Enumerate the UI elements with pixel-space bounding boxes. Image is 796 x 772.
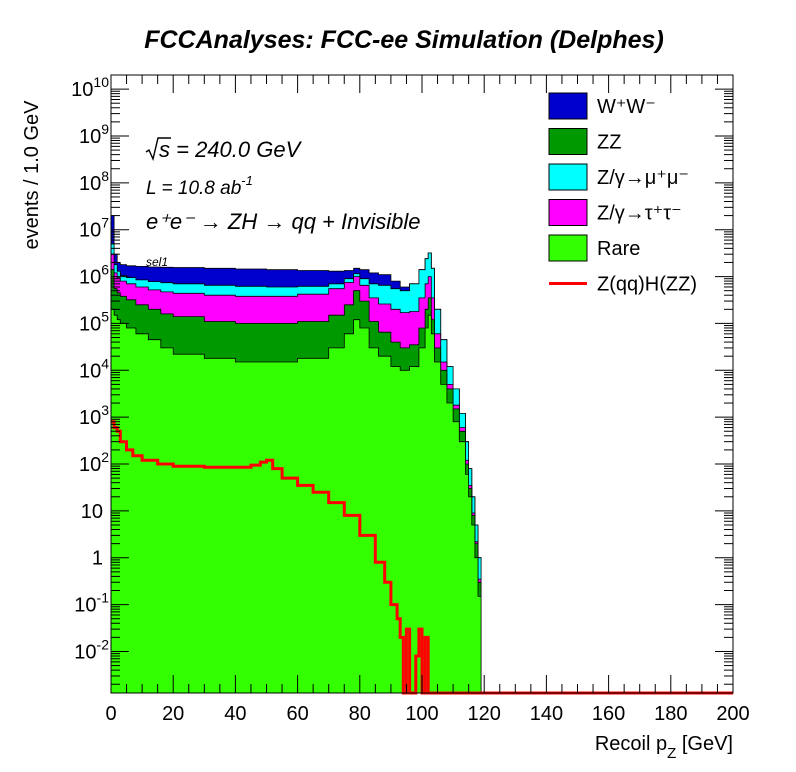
x-tick-label: 20 [162,703,184,725]
y-tick-exponent: 5 [101,308,109,324]
y-tick-label: 106 [79,262,109,289]
y-tick-label: 107 [79,215,109,242]
legend-swatch [548,128,588,155]
process-annotation: e⁺e⁻ → ZH → qq + Invisible [146,209,421,234]
legend-label: Rare [597,238,640,260]
x-axis-label: Recoil pZ [GeV] [595,733,733,762]
y-tick-base: 10 [79,360,101,382]
y-tick-base: 10 [79,407,101,429]
legend: W⁺W⁻ ZZ Z/γ→μ⁺μ⁻ Z/γ→τ⁺τ⁻ Rare Z(qq)H(ZZ) [548,92,697,296]
y-tick-label: 102 [79,449,109,476]
legend-label: W⁺W⁻ [597,96,656,118]
x-tick-label: 80 [349,703,371,725]
x-tick-label: 40 [224,703,246,725]
y-tick-base: 10 [79,267,101,289]
lumi-annotation: L = 10.8 ab-1 [146,173,253,199]
y-tick-label: 10 [81,501,103,523]
y-tick-label: 105 [79,308,109,335]
x-tick-label: 100 [405,703,438,725]
x-axis-label-sub: Z [667,745,676,762]
legend-label: Z(qq)H(ZZ) [597,274,697,296]
y-tick-exponent: 7 [101,215,109,231]
sqrt-symbol [145,137,171,162]
y-tick-exponent: 3 [101,402,109,418]
y-tick-label: 108 [79,168,109,195]
y-tick-label: 103 [79,402,109,429]
y-tick-base: 10 [79,126,101,148]
y-tick-exponent: 9 [101,121,109,137]
x-tick-label: 140 [530,703,563,725]
y-tick-label: 10-2 [74,636,109,663]
y-tick-exponent: -2 [97,636,110,652]
selection-annotation: sel1 [146,255,168,269]
x-tick-label: 160 [592,703,625,725]
legend-swatch [548,199,588,226]
legend-swatch [548,234,588,262]
x-axis-label-main: Recoil p [595,733,667,755]
y-tick-base: 10 [71,79,93,101]
y-tick-label: 104 [79,355,109,382]
y-tick-label: 10-1 [74,590,109,617]
legend-label: Z/γ→τ⁺τ⁻ [597,203,682,225]
x-axis-ticks: 0 20 40 60 80 100 120 140 160 180 200 [105,75,750,725]
chart-title: FCCAnalyses: FCC-ee Simulation (Delphes) [144,26,664,54]
legend-swatch [548,163,588,191]
stack-rare-area [110,308,482,694]
y-tick-base: 10 [79,454,101,476]
x-tick-label: 200 [716,703,749,725]
x-tick-label: 0 [105,703,116,725]
legend-swatch [548,92,588,120]
y-tick-exponent: 4 [101,355,109,371]
y-tick-exponent: 10 [93,74,109,90]
stacked-histograms [110,215,482,694]
y-tick-exponent: 2 [101,449,109,465]
y-tick-base: 10 [74,641,96,663]
y-tick-label: 1 [92,548,103,570]
y-axis-label: events / 1.0 GeV [21,100,43,250]
y-tick-exponent: -1 [97,590,110,606]
y-tick-exponent: 8 [101,168,109,184]
y-tick-exponent: 6 [101,262,109,278]
y-tick-base: 10 [74,595,96,617]
x-tick-label: 120 [468,703,501,725]
legend-label: Z/γ→μ⁺μ⁻ [597,167,689,189]
y-tick-base: 10 [79,220,101,242]
y-tick-base: 10 [79,313,101,335]
y-tick-label: 1010 [71,74,109,101]
x-tick-label: 180 [654,703,687,725]
x-axis-label-unit: [GeV] [676,733,733,755]
y-tick-base: 10 [79,173,101,195]
y-tick-label: 109 [79,121,109,148]
x-tick-label: 60 [286,703,308,725]
lumi-main: L = 10.8 ab [146,178,241,199]
sqrts-annotation: s = 240.0 GeV [159,137,303,162]
lumi-exp: -1 [241,173,253,188]
legend-label: ZZ [597,132,621,154]
